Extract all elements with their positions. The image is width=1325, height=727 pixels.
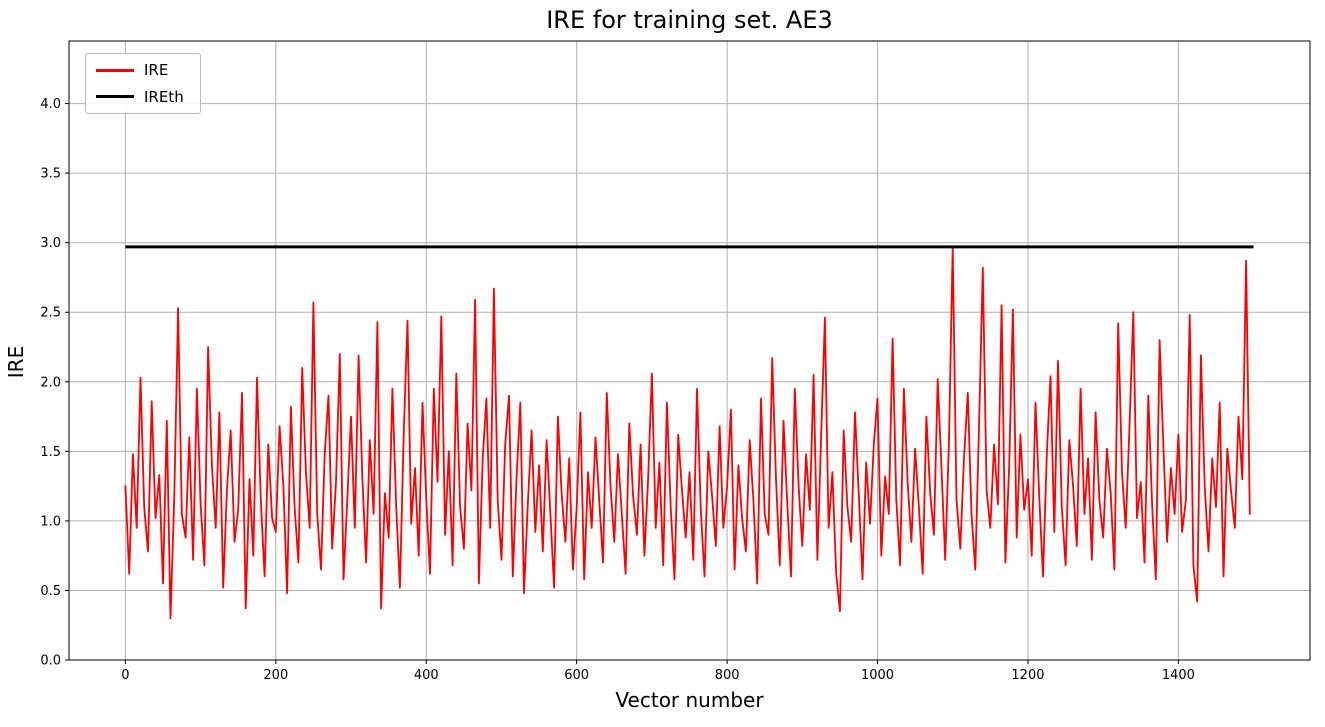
y-tick-label: 3.5 [40, 167, 61, 182]
legend-entry-ireth: IREth [96, 87, 184, 106]
y-tick-label: 3.0 [40, 236, 61, 251]
y-tick-label: 0.0 [40, 654, 61, 669]
y-tick-label: 0.5 [40, 584, 61, 599]
ire-series-line [124, 245, 1251, 620]
y-tick-label: 2.0 [40, 375, 61, 390]
x-tick-label: 400 [414, 668, 439, 683]
x-tick-label: 0 [121, 668, 129, 683]
legend-entry-ire: IRE [96, 62, 184, 79]
legend-label: IRE [144, 61, 169, 79]
y-tick-label: 2.5 [40, 306, 61, 321]
x-tick-label: 600 [564, 668, 589, 683]
y-tick-label: 4.0 [40, 97, 61, 112]
x-tick-label: 200 [263, 668, 288, 683]
legend-sample-line [96, 95, 134, 99]
chart-title: IRE for training set. AE3 [546, 6, 833, 34]
legend-sample-line [96, 68, 134, 72]
x-tick-label: 1000 [861, 668, 894, 683]
x-tick-label: 1400 [1162, 668, 1195, 683]
legend: IRE IREth [85, 53, 201, 114]
plot-border [68, 40, 1311, 661]
legend-label: IREth [144, 87, 184, 106]
y-tick-label: 1.5 [40, 445, 61, 460]
x-tick-label: 1200 [1011, 668, 1044, 683]
y-tick-label: 1.0 [40, 514, 61, 529]
x-tick-label: 800 [715, 668, 740, 683]
series-group [124, 245, 1254, 620]
x-axis-label: Vector number [615, 688, 764, 712]
